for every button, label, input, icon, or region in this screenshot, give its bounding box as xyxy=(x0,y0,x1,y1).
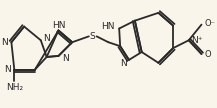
Text: N: N xyxy=(43,34,49,43)
Text: N⁺: N⁺ xyxy=(191,36,202,45)
Text: S: S xyxy=(90,32,96,41)
Text: HN: HN xyxy=(52,21,65,30)
Text: N: N xyxy=(120,59,127,68)
Text: NH₂: NH₂ xyxy=(6,83,23,92)
Text: HN: HN xyxy=(101,22,114,31)
Text: O: O xyxy=(204,50,211,60)
Text: N: N xyxy=(62,54,69,63)
Text: N: N xyxy=(4,65,10,74)
Text: N: N xyxy=(1,38,7,47)
Text: O⁻: O⁻ xyxy=(204,19,215,28)
